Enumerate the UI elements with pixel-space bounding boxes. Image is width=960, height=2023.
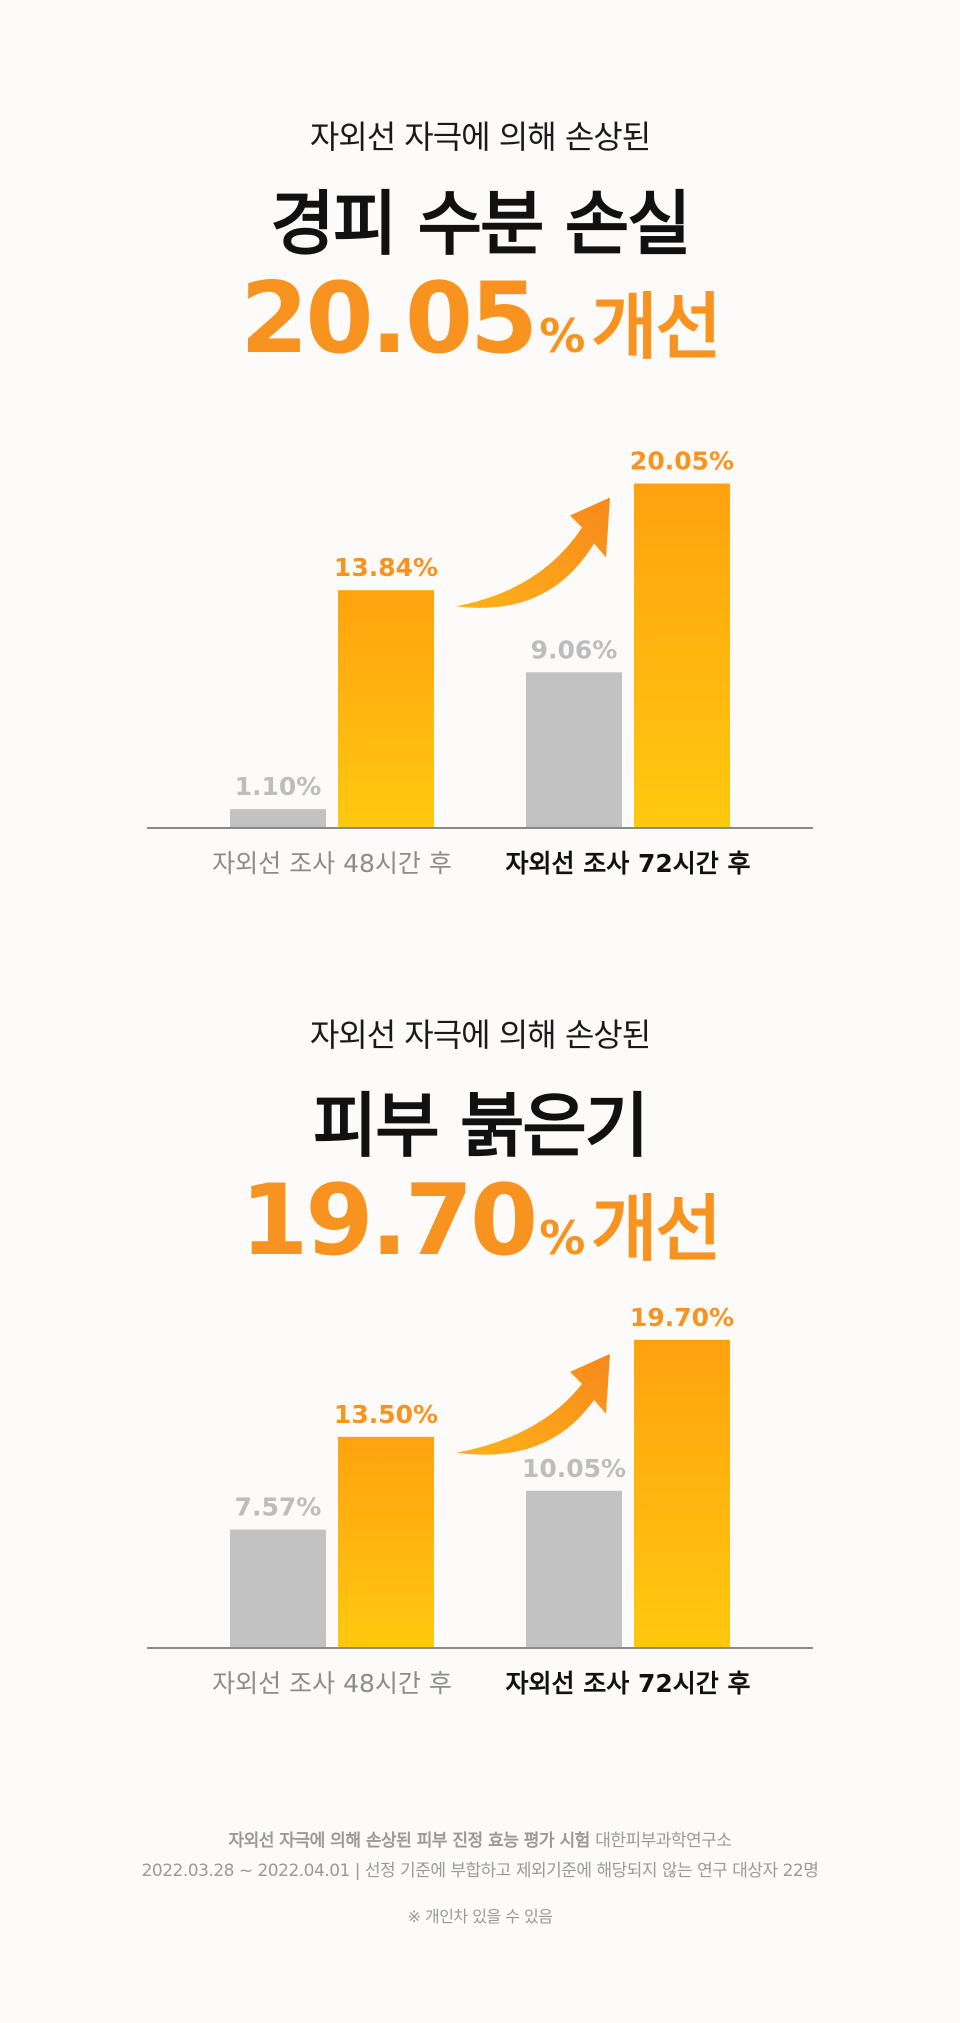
orange-bar-2 [634, 1339, 730, 1648]
headline-value: 20.05 [240, 262, 538, 376]
category-label: 자외선 조사 48시간 후 [212, 849, 452, 878]
section-subtitle: 자외선 자극에 의해 손상된 [309, 1016, 651, 1054]
headline-percent-sign: % [539, 309, 586, 363]
category-label: 자외선 조사 72시간 후 [506, 849, 751, 878]
bar-chart: 1.10% 13.84% 자외선 조사 48시간 후 9.06% 20.05% 자외선 조… [147, 447, 813, 878]
gray-bar-1 [230, 809, 326, 828]
orange-bar-1 [338, 1436, 434, 1648]
section-title: 경피 수분 손실 [270, 183, 691, 265]
orange-bar-1 [338, 590, 434, 828]
footnote-study-dates: 2022.03.28 ~ 2022.04.01 | 선정 기준에 부합하고 제외… [141, 1861, 819, 1881]
headline-improvement: 19.70%개선 [0, 1164, 960, 1278]
study-title: 자외선 자극에 의해 손상된 피부 진정 효능 평가 시험 [228, 1831, 591, 1851]
chart-section-transepidermal-water-loss: 자외선 자극에 의해 손상된 경피 수분 손실 20.05%개선 1.10% 13… [0, 0, 960, 900]
data-label: 7.57% [235, 1493, 322, 1522]
gray-bar-2 [526, 672, 622, 828]
data-label: 10.05% [522, 1454, 626, 1483]
bar-chart: 7.57% 13.50% 자외선 조사 48시간 후 10.05% 19.70% 자외선 … [147, 1303, 813, 1698]
section-title: 피부 붉은기 [312, 1085, 649, 1167]
headline-improvement: 20.05%개선 [0, 262, 960, 376]
headline-word: 개선 [591, 285, 721, 369]
study-institute: 대한피부과학연구소 [595, 1831, 732, 1851]
trend-arrow-icon [456, 1353, 610, 1455]
trend-arrow-icon [456, 497, 610, 608]
footnote-disclaimer: ※ 개인차 있을 수 있음 [407, 1907, 553, 1926]
section-subtitle: 자외선 자극에 의해 손상된 [309, 118, 651, 156]
chart-section-skin-redness: 자외선 자극에 의해 손상된 피부 붉은기 19.70%개선 7.57% 13.5… [0, 910, 960, 1760]
headline-value: 19.70 [240, 1164, 538, 1278]
data-label: 9.06% [531, 635, 618, 664]
gray-bar-1 [230, 1529, 326, 1648]
orange-bar-2 [634, 483, 730, 828]
data-label: 20.05% [630, 447, 734, 476]
headline-word: 개선 [591, 1187, 721, 1271]
data-label: 13.50% [334, 1400, 438, 1429]
category-label: 자외선 조사 72시간 후 [506, 1669, 751, 1698]
data-label: 13.84% [334, 553, 438, 582]
gray-bar-2 [526, 1490, 622, 1648]
data-label: 1.10% [235, 772, 322, 801]
data-label: 19.70% [630, 1303, 734, 1332]
headline-percent-sign: % [539, 1211, 586, 1265]
category-label: 자외선 조사 48시간 후 [212, 1669, 452, 1698]
footnote-study: 자외선 자극에 의해 손상된 피부 진정 효능 평가 시험 대한피부과학연구소 [0, 1826, 960, 1851]
